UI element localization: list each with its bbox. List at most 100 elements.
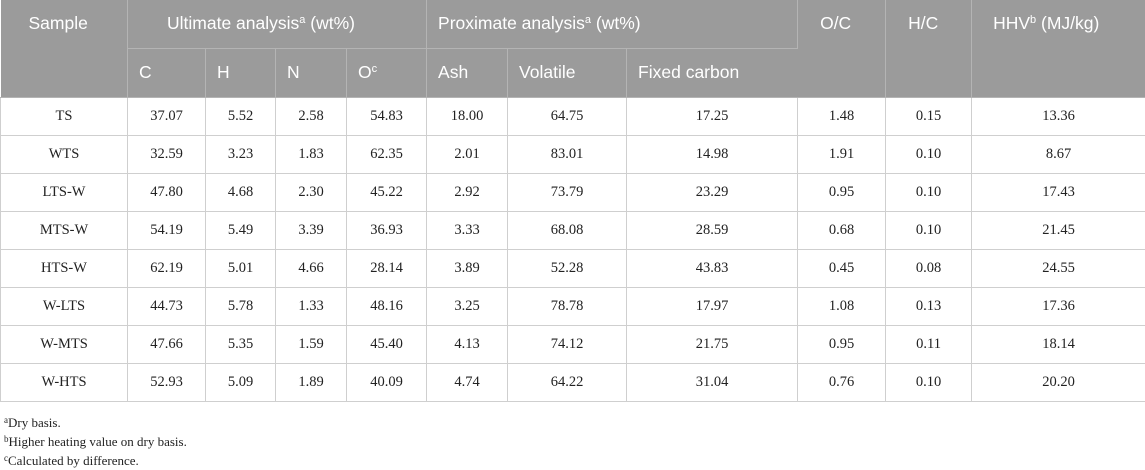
cell-volatile: 64.75 [507, 97, 628, 136]
cell-hc: 0.15 [885, 97, 973, 136]
footnote-mark: c [371, 63, 378, 75]
cell-hhv: 21.45 [971, 211, 1145, 250]
table-row: W-HTS 52.93 5.09 1.89 40.09 4.74 64.22 3… [0, 363, 1145, 402]
data-table: Sample Ultimate analysisa (wt%) Proximat… [0, 0, 1145, 402]
table-row: WTS 32.59 3.23 1.83 62.35 2.01 83.01 14.… [0, 135, 1145, 174]
cell-o: 54.83 [346, 97, 428, 136]
cell-o: 45.22 [346, 173, 428, 212]
cell-volatile: 78.78 [507, 287, 628, 326]
header-c: C [127, 48, 206, 98]
cell-oc: 1.08 [797, 287, 887, 326]
footnote-mark: b [1030, 14, 1037, 26]
header-row-top: Sample Ultimate analysisa (wt%) Proximat… [0, 0, 1145, 98]
table-row: MTS-W 54.19 5.49 3.39 36.93 3.33 68.08 2… [0, 211, 1145, 250]
header-o-label: O [358, 62, 372, 82]
cell-c: 62.19 [127, 249, 206, 288]
footnote-text: Calculated by difference. [8, 453, 139, 468]
header-c-label: C [139, 62, 152, 82]
cell-sample: W-LTS [0, 287, 128, 326]
header-proximate-label: Proximate analysis [438, 13, 585, 34]
cell-ash: 4.13 [426, 325, 509, 364]
cell-sample: MTS-W [0, 211, 128, 250]
cell-hc: 0.13 [885, 287, 973, 326]
cell-hc: 0.11 [885, 325, 973, 364]
cell-c: 32.59 [127, 135, 206, 174]
cell-o: 40.09 [346, 363, 428, 402]
cell-h: 5.09 [205, 363, 276, 402]
cell-ash: 3.25 [426, 287, 509, 326]
cell-h: 5.01 [205, 249, 276, 288]
header-volatile: Volatile [507, 48, 628, 98]
cell-oc: 1.91 [797, 135, 887, 174]
cell-n: 3.39 [275, 211, 347, 250]
footnote-mark: a [299, 14, 306, 27]
header-hhv-label: HHV [993, 13, 1031, 33]
cell-o: 48.16 [346, 287, 428, 326]
cell-c: 47.80 [127, 173, 206, 212]
cell-c: 47.66 [127, 325, 206, 364]
cell-volatile: 83.01 [507, 135, 628, 174]
cell-sample: TS [0, 97, 128, 136]
cell-oc: 1.48 [797, 97, 887, 136]
cell-hhv: 24.55 [971, 249, 1145, 288]
cell-ash: 4.74 [426, 363, 509, 402]
header-fixed-carbon-label: Fixed carbon [638, 62, 740, 82]
header-n-label: N [287, 62, 300, 82]
cell-hc: 0.10 [885, 211, 973, 250]
table-row: W-LTS 44.73 5.78 1.33 48.16 3.25 78.78 1… [0, 287, 1145, 326]
header-ash: Ash [426, 48, 509, 98]
table-footnotes: aDry basis. bHigher heating value on dry… [4, 411, 187, 468]
table-row: W-MTS 47.66 5.35 1.59 45.40 4.13 74.12 2… [0, 325, 1145, 364]
cell-o: 62.35 [346, 135, 428, 174]
header-oc: O/C [797, 0, 887, 98]
cell-ash: 2.01 [426, 135, 509, 174]
cell-hhv: 13.36 [971, 97, 1145, 136]
cell-fixed-carbon: 31.04 [626, 363, 799, 402]
cell-h: 5.52 [205, 97, 276, 136]
cell-volatile: 52.28 [507, 249, 628, 288]
cell-n: 1.89 [275, 363, 347, 402]
cell-volatile: 68.08 [507, 211, 628, 250]
header-o: Oc [346, 48, 428, 98]
footnote-mark: a [4, 415, 8, 425]
cell-fixed-carbon: 17.97 [626, 287, 799, 326]
header-h: H [205, 48, 276, 98]
cell-hhv: 18.14 [971, 325, 1145, 364]
header-row-sub: C H N Oc Ash Volatile Fixed carbon [1, 48, 1145, 98]
footnote-text: Higher heating value on dry basis. [8, 434, 187, 449]
header-ultimate-unit: (wt%) [305, 13, 355, 34]
header-ultimate-label: Ultimate analysis [167, 13, 300, 34]
cell-volatile: 74.12 [507, 325, 628, 364]
header-n: N [275, 48, 347, 98]
footnote-text: Dry basis. [8, 415, 61, 430]
header-sample-label: Sample [28, 13, 88, 33]
cell-sample: LTS-W [0, 173, 128, 212]
cell-fixed-carbon: 14.98 [626, 135, 799, 174]
cell-ash: 3.33 [426, 211, 509, 250]
footnote-mark: c [4, 453, 8, 463]
cell-hhv: 17.43 [971, 173, 1145, 212]
cell-oc: 0.68 [797, 211, 887, 250]
cell-o: 28.14 [346, 249, 428, 288]
header-sample: Sample [0, 0, 128, 98]
cell-hc: 0.10 [885, 135, 973, 174]
cell-volatile: 73.79 [507, 173, 628, 212]
footnote: bHigher heating value on dry basis. [4, 430, 187, 449]
cell-h: 4.68 [205, 173, 276, 212]
cell-n: 1.33 [275, 287, 347, 326]
cell-h: 5.35 [205, 325, 276, 364]
cell-hhv: 8.67 [971, 135, 1145, 174]
header-oc-label: O/C [820, 13, 852, 33]
header-hc: H/C [885, 0, 973, 98]
header-proximate-analysis: Proximate analysisa (wt%) [426, 0, 799, 49]
cell-c: 44.73 [127, 287, 206, 326]
cell-oc: 0.76 [797, 363, 887, 402]
table-row: HTS-W 62.19 5.01 4.66 28.14 3.89 52.28 4… [0, 249, 1145, 288]
cell-fixed-carbon: 28.59 [626, 211, 799, 250]
cell-n: 2.58 [275, 97, 347, 136]
cell-hc: 0.10 [885, 173, 973, 212]
footnote: cCalculated by difference. [4, 449, 187, 468]
cell-fixed-carbon: 23.29 [626, 173, 799, 212]
cell-hc: 0.10 [885, 363, 973, 402]
cell-oc: 0.95 [797, 325, 887, 364]
